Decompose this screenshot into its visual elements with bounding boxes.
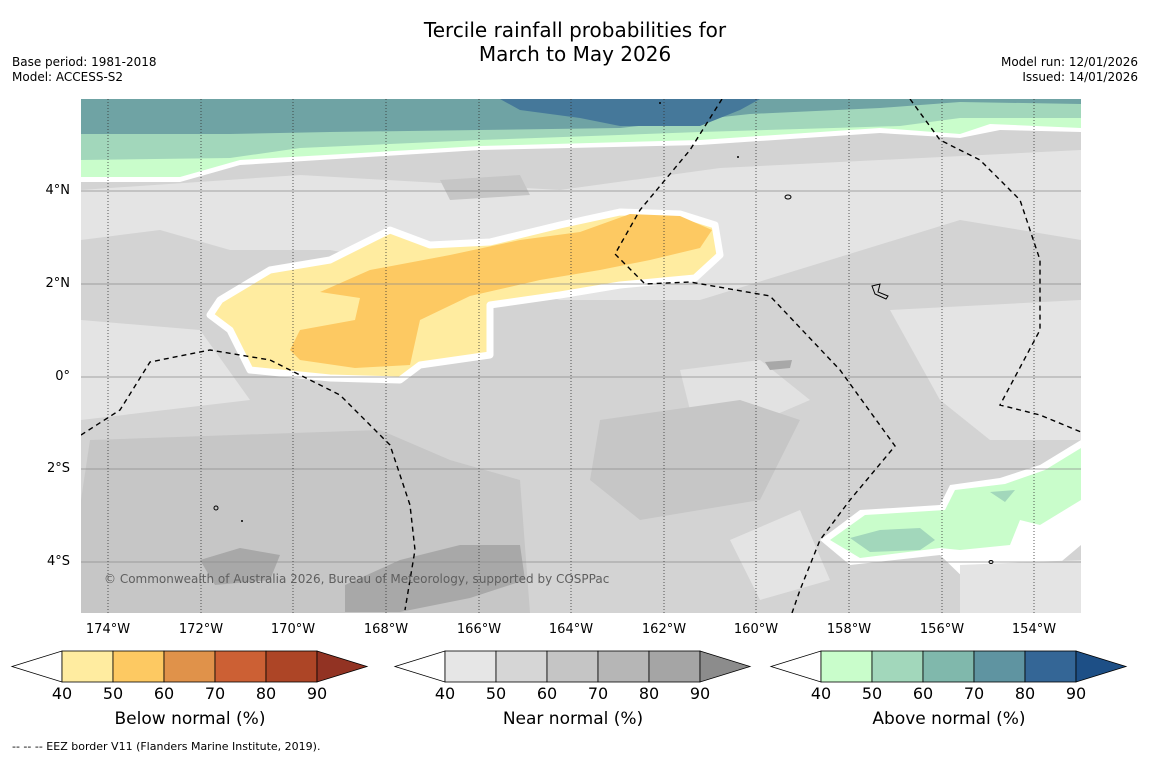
near-normal-colorbar-segment <box>597 650 650 683</box>
lat-label-4n: 4°N <box>45 183 71 198</box>
near-normal-dark-patch-center <box>765 360 792 370</box>
lon-label-168w: 168°W <box>363 622 409 637</box>
lon-label-174w: 174°W <box>85 622 131 637</box>
copyright-notice: © Commonwealth of Australia 2026, Bureau… <box>104 572 610 586</box>
below-normal-colorbar-segment <box>163 650 216 683</box>
meta-left: Base period: 1981-2018 Model: ACCESS-S2 <box>12 55 157 85</box>
above-tick-90: 90 <box>1065 684 1087 703</box>
near-normal-light-region-west <box>81 320 250 420</box>
lon-label-154w: 154°W <box>1011 622 1057 637</box>
below-tick-50: 50 <box>102 684 124 703</box>
near-normal-title: Near normal (%) <box>502 709 644 729</box>
island-c <box>213 505 219 511</box>
below-tick-80: 80 <box>255 684 277 703</box>
near-tick-50: 50 <box>485 684 507 703</box>
island-g <box>737 156 739 158</box>
below-normal-50-60-region <box>290 214 712 368</box>
lon-label-158w: 158°W <box>826 622 872 637</box>
near-normal-colorbar-segment <box>648 650 701 683</box>
near-tick-80: 80 <box>638 684 660 703</box>
above-normal-colorbar-segment <box>973 650 1026 683</box>
island-a <box>784 194 792 200</box>
map-title-line1: Tercile rainfall probabilities for <box>423 18 727 42</box>
below-normal-colorbar-low-extension <box>10 650 63 683</box>
above-normal-colorbar-segment <box>820 650 873 683</box>
eez-border-center <box>614 99 896 613</box>
below-tick-40: 40 <box>51 684 73 703</box>
model-run-label: Model run: 12/01/2026 <box>1000 55 1138 69</box>
above-normal-southeast-50-60-b <box>990 490 1015 502</box>
island-e <box>241 520 243 522</box>
near-normal-colorbar-high-extension <box>699 650 752 683</box>
lon-label-164w: 164°W <box>548 622 594 637</box>
above-normal-title: Above normal (%) <box>872 709 1026 729</box>
below-tick-70: 70 <box>204 684 226 703</box>
lon-label-170w: 170°W <box>270 622 316 637</box>
above-normal-southeast-50-60-a <box>850 528 935 552</box>
above-normal-colorbar-segment <box>1024 650 1077 683</box>
below-normal-colorbar-high-extension <box>316 650 369 683</box>
near-normal-dark-patch-west <box>200 548 280 585</box>
near-tick-90: 90 <box>689 684 711 703</box>
above-normal-north-70-80 <box>500 99 760 126</box>
issued-label: Issued: 14/01/2026 <box>1022 70 1138 84</box>
eez-border-east <box>909 99 1081 433</box>
lon-label-172w: 172°W <box>178 622 224 637</box>
near-normal-mid-region-patch <box>440 175 530 200</box>
eez-border-west <box>81 349 416 611</box>
island-f <box>988 560 994 564</box>
below-normal-colorbar-segment <box>265 650 318 683</box>
above-tick-80: 80 <box>1014 684 1036 703</box>
colorbars <box>10 650 1128 683</box>
lat-label-4s: 4°S <box>46 554 70 569</box>
below-tick-90: 90 <box>306 684 328 703</box>
lon-label-162w: 162°W <box>641 622 687 637</box>
map-title: Tercile rainfall probabilities for March… <box>0 18 1150 66</box>
island-d <box>659 102 661 104</box>
lon-label-166w: 166°W <box>456 622 502 637</box>
below-normal-colorbar-segment <box>214 650 267 683</box>
near-tick-70: 70 <box>587 684 609 703</box>
below-normal-colorbar-segment <box>61 650 114 683</box>
near-normal-colorbar-segment <box>444 650 497 683</box>
lon-label-156w: 156°W <box>919 622 965 637</box>
model-label: Model: ACCESS-S2 <box>12 70 124 84</box>
near-normal-colorbar-low-extension <box>393 650 446 683</box>
below-normal-title: Below normal (%) <box>114 709 266 729</box>
above-tick-40: 40 <box>810 684 832 703</box>
above-tick-50: 50 <box>861 684 883 703</box>
above-normal-colorbar-segment <box>922 650 975 683</box>
near-normal-colorbar-segment <box>495 650 548 683</box>
near-normal-colorbar-segment <box>546 650 599 683</box>
above-normal-colorbar-high-extension <box>1075 650 1128 683</box>
island-b <box>871 283 889 300</box>
above-tick-70: 70 <box>963 684 985 703</box>
near-tick-40: 40 <box>434 684 456 703</box>
eez-footnote: -- -- -- EEZ border V11 (Flanders Marine… <box>12 740 321 753</box>
above-tick-60: 60 <box>912 684 934 703</box>
near-tick-60: 60 <box>536 684 558 703</box>
above-normal-colorbar-low-extension <box>769 650 822 683</box>
latitude-gridlines <box>81 190 1081 563</box>
base-period-label: Base period: 1981-2018 <box>12 55 157 69</box>
below-normal-colorbar-segment <box>112 650 165 683</box>
near-normal-light-region-southeast <box>960 560 1081 613</box>
map-title-line2: March to May 2026 <box>478 42 672 66</box>
lon-label-160w: 160°W <box>733 622 779 637</box>
above-normal-colorbar-segment <box>871 650 924 683</box>
below-tick-60: 60 <box>153 684 175 703</box>
meta-right: Model run: 12/01/2026 Issued: 14/01/2026 <box>1001 55 1138 85</box>
lat-label-0: 0° <box>55 369 70 384</box>
map-area <box>81 99 1081 613</box>
near-normal-light-region-east <box>890 300 1081 440</box>
lat-label-2n: 2°N <box>45 276 71 291</box>
near-normal-mid-region-south <box>590 400 800 520</box>
lat-label-2s: 2°S <box>46 461 70 476</box>
